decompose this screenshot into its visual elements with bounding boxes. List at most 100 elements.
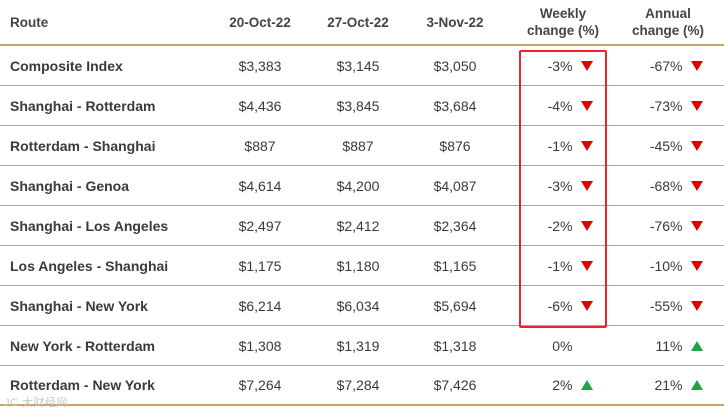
annual-change-cell: -55%	[618, 286, 718, 325]
weekly-change-value: -3%	[547, 57, 573, 74]
watermark-text: JC 大财经网	[4, 397, 68, 409]
route-name: Shanghai - Rotterdam	[10, 97, 156, 114]
annual-change-cell: -10%	[618, 246, 718, 285]
annual-change-value: -45%	[649, 137, 683, 154]
annual-change-value: -55%	[649, 297, 683, 314]
rate-date-2: $1,180	[336, 257, 380, 274]
annual-change-cell: -45%	[618, 126, 718, 165]
header-weekly-line1: Weekly	[539, 6, 587, 21]
down-arrow-icon	[690, 299, 704, 313]
table-row: Shanghai - Los Angeles $2,497 $2,412 $2,364…	[0, 206, 724, 246]
down-arrow-icon	[690, 59, 704, 73]
annual-change-value: 21%	[654, 377, 683, 393]
table-row: Composite Index $3,383 $3,145 $3,050 -3% -67%	[0, 46, 724, 86]
route-name: Rotterdam - Shanghai	[10, 137, 156, 154]
no-change-spacer	[580, 339, 594, 353]
rate-date-3: $1,318	[433, 337, 477, 354]
header-weekly-line2: change (%)	[526, 23, 599, 38]
up-arrow-icon	[690, 339, 704, 353]
header-annual-line2: change (%)	[631, 23, 704, 38]
weekly-change-cell: -1%	[508, 126, 618, 165]
rate-date-1: $4,614	[238, 177, 282, 194]
rate-date-3: $7,426	[433, 377, 477, 393]
down-arrow-icon	[580, 219, 594, 233]
rate-date-1: $3,383	[238, 57, 282, 74]
weekly-change-value: 0%	[552, 337, 573, 354]
weekly-change-value: -6%	[547, 297, 573, 314]
header-route: Route	[10, 14, 49, 30]
down-arrow-icon	[690, 179, 704, 193]
weekly-change-cell: -3%	[508, 166, 618, 205]
weekly-change-value: -3%	[547, 177, 573, 194]
rate-date-1: $2,497	[238, 217, 282, 234]
weekly-change-value: -1%	[547, 137, 573, 154]
rate-date-3: $3,050	[433, 57, 477, 74]
rate-date-3: $876	[439, 137, 471, 154]
annual-change-value: -73%	[649, 97, 683, 114]
route-name: Rotterdam - New York	[10, 377, 155, 393]
table-row: Shanghai - Genoa $4,614 $4,200 $4,087 -3% -68…	[0, 166, 724, 206]
annual-change-value: -67%	[649, 57, 683, 74]
down-arrow-icon	[580, 59, 594, 73]
annual-change-cell: -67%	[618, 46, 718, 85]
annual-change-cell: -73%	[618, 86, 718, 125]
annual-change-cell: 11%	[618, 326, 718, 365]
annual-change-cell: -76%	[618, 206, 718, 245]
rate-date-2: $4,200	[336, 177, 380, 194]
annual-change-value: 11%	[655, 337, 683, 354]
weekly-change-cell: 2%	[508, 366, 618, 404]
table-row: Los Angeles - Shanghai $1,175 $1,180 $1,165…	[0, 246, 724, 286]
table-row: New York - Rotterdam $1,308 $1,319 $1,318 0%…	[0, 326, 724, 366]
route-name: Shanghai - Los Angeles	[10, 217, 169, 234]
header-date-3: 3-Nov-22	[426, 14, 484, 30]
rate-date-3: $2,364	[433, 217, 477, 234]
rate-date-3: $4,087	[433, 177, 477, 194]
header-date-1: 20-Oct-22	[229, 14, 291, 30]
down-arrow-icon	[580, 299, 594, 313]
rate-date-3: $5,694	[433, 297, 477, 314]
down-arrow-icon	[580, 99, 594, 113]
table-row: Rotterdam - New York $7,264 $7,284 $7,426 2%…	[0, 366, 724, 406]
rate-date-2: $887	[342, 137, 374, 154]
weekly-change-value: -4%	[547, 97, 573, 114]
down-arrow-icon	[690, 99, 704, 113]
table-row: Rotterdam - Shanghai $887 $887 $876 -1% -45%	[0, 126, 724, 166]
route-name: Composite Index	[10, 57, 123, 74]
weekly-change-value: -1%	[547, 257, 573, 274]
header-annual-change: Annual change (%)	[618, 0, 718, 44]
table-row: Shanghai - Rotterdam $4,436 $3,845 $3,684 -4…	[0, 86, 724, 126]
weekly-change-value: 2%	[552, 377, 573, 393]
weekly-change-cell: -4%	[508, 86, 618, 125]
rate-date-2: $6,034	[336, 297, 380, 314]
weekly-change-cell: 0%	[508, 326, 618, 365]
down-arrow-icon	[580, 179, 594, 193]
down-arrow-icon	[690, 259, 704, 273]
rate-date-3: $3,684	[433, 97, 477, 114]
rate-date-2: $1,319	[336, 337, 380, 354]
up-arrow-icon	[580, 378, 594, 392]
down-arrow-icon	[690, 139, 704, 153]
rate-date-1: $4,436	[238, 97, 282, 114]
annual-change-cell: -68%	[618, 166, 718, 205]
rate-date-1: $887	[244, 137, 276, 154]
annual-change-cell: 21%	[618, 366, 718, 404]
weekly-change-cell: -3%	[508, 46, 618, 85]
table-body: Composite Index $3,383 $3,145 $3,050 -3% -67%…	[0, 46, 724, 406]
route-name: Los Angeles - Shanghai	[10, 257, 169, 274]
table-row: Shanghai - New York $6,214 $6,034 $5,694 -6%…	[0, 286, 724, 326]
weekly-change-cell: -1%	[508, 246, 618, 285]
rate-date-2: $2,412	[336, 217, 380, 234]
down-arrow-icon	[580, 139, 594, 153]
annual-change-value: -76%	[649, 217, 683, 234]
weekly-change-cell: -6%	[508, 286, 618, 325]
up-arrow-icon	[690, 378, 704, 392]
weekly-change-cell: -2%	[508, 206, 618, 245]
rate-date-1: $1,175	[238, 257, 282, 274]
header-date-2: 27-Oct-22	[327, 14, 389, 30]
header-annual-line1: Annual	[645, 6, 691, 21]
header-weekly-change: Weekly change (%)	[508, 0, 618, 44]
rate-date-2: $3,145	[336, 57, 380, 74]
annual-change-value: -10%	[649, 257, 683, 274]
route-name: New York - Rotterdam	[10, 337, 155, 354]
